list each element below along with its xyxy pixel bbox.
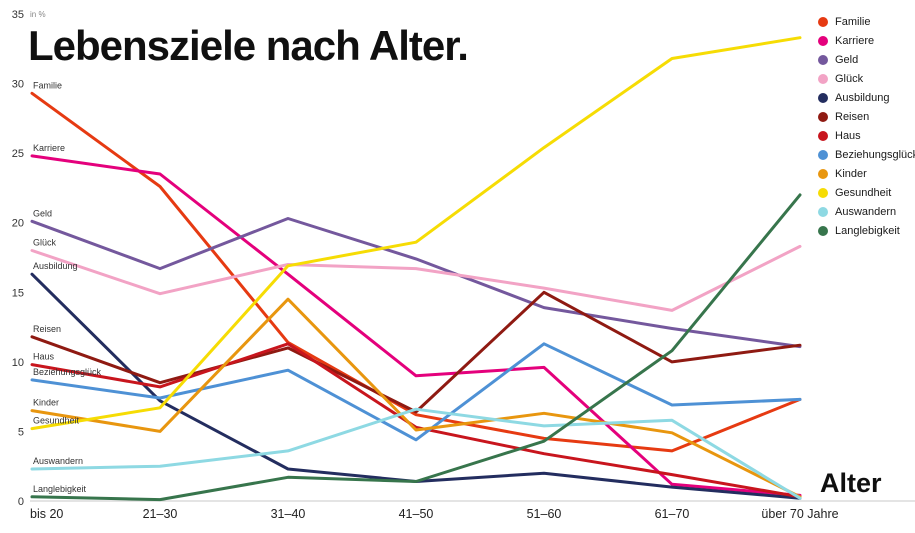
legend-item-haus: Haus — [818, 126, 915, 145]
x-tick-label: 41–50 — [399, 507, 434, 521]
y-tick-label: 30 — [12, 79, 24, 91]
series-line-reisen — [30, 290, 802, 414]
series-line-auswandern — [30, 407, 802, 500]
series-label-geld: Geld — [33, 208, 52, 218]
legend-item-reisen: Reisen — [818, 107, 915, 126]
series-label-haus: Haus — [33, 352, 55, 362]
legend-item-auswandern: Auswandern — [818, 202, 915, 221]
legend-item-glck: Glück — [818, 69, 915, 88]
legend-item-geld: Geld — [818, 50, 915, 69]
y-tick-label: 20 — [12, 218, 24, 230]
x-tick-label: bis 20 — [30, 507, 63, 521]
y-tick-label: 25 — [12, 148, 24, 160]
series-label-karriere: Karriere — [33, 143, 65, 153]
legend-label: Reisen — [835, 110, 870, 123]
series-label-reisen: Reisen — [33, 324, 61, 334]
legend-item-langlebigkeit: Langlebigkeit — [818, 221, 915, 240]
series-label-kinder: Kinder — [33, 398, 59, 408]
x-tick-label: 51–60 — [527, 507, 562, 521]
legend-dot — [818, 54, 828, 65]
legend-label: Kinder — [835, 167, 867, 180]
series-label-gesundheit: Gesundheit — [33, 416, 80, 426]
legend-dot — [818, 187, 828, 198]
legend-label: Auswandern — [835, 205, 897, 218]
y-tick-label: 35 — [12, 9, 24, 21]
legend-label: Haus — [835, 129, 861, 142]
series-line-haus — [30, 342, 802, 499]
y-tick-label: 5 — [18, 426, 24, 438]
series-line-karriere — [30, 154, 802, 497]
legend-dot — [818, 92, 828, 103]
legend-dot — [818, 16, 828, 27]
y-axis-unit: in % — [30, 10, 46, 19]
legend-dot — [818, 168, 828, 179]
legend-dot — [818, 111, 828, 122]
series-line-kinder — [30, 297, 802, 499]
legend-dot — [818, 73, 828, 84]
legend-label: Geld — [835, 53, 859, 66]
series-line-geld — [30, 217, 802, 349]
legend-label: Ausbildung — [835, 91, 890, 104]
legend-dot — [818, 130, 828, 141]
x-tick-label: 31–40 — [271, 507, 306, 521]
y-tick-label: 10 — [12, 357, 24, 369]
series-line-beziehungsglck — [30, 342, 802, 442]
series-label-ausbildung: Ausbildung — [33, 261, 78, 271]
legend-dot — [818, 206, 828, 217]
legend-item-beziehungsglck: Beziehungsglück — [818, 145, 915, 164]
series-line-glck — [30, 244, 802, 312]
series-label-glck: Glück — [33, 238, 57, 248]
series-label-beziehungsglck: Beziehungsglück — [33, 367, 102, 377]
legend-item-gesundheit: Gesundheit — [818, 183, 915, 202]
x-tick-label: über 70 Jahre — [761, 507, 838, 521]
series-line-langlebigkeit — [30, 193, 802, 502]
legend-item-karriere: Karriere — [818, 31, 915, 50]
legend-dot — [818, 35, 828, 46]
legend-label: Familie — [835, 15, 871, 28]
legend-label: Karriere — [835, 34, 875, 47]
y-tick-label: 0 — [18, 496, 24, 508]
x-tick-label: 61–70 — [655, 507, 690, 521]
series-label-langlebigkeit: Langlebigkeit — [33, 484, 87, 494]
legend-label: Langlebigkeit — [835, 224, 900, 237]
legend-item-kinder: Kinder — [818, 164, 915, 183]
chart-title: Lebensziele nach Alter. — [28, 22, 469, 69]
series-line-ausbildung — [30, 272, 802, 500]
series-label-auswandern: Auswandern — [33, 456, 83, 466]
series-label-familie: Familie — [33, 80, 62, 90]
x-tick-label: 21–30 — [143, 507, 178, 521]
legend: Familie Karriere Geld Glück Ausbildung Reisen… — [818, 12, 915, 240]
legend-item-familie: Familie — [818, 12, 915, 31]
legend-label: Glück — [835, 72, 864, 85]
legend-label: Beziehungsglück — [835, 148, 915, 161]
y-tick-label: 15 — [12, 287, 24, 299]
x-axis-title: Alter — [820, 468, 882, 498]
legend-item-ausbildung: Ausbildung — [818, 88, 915, 107]
series-line-familie — [30, 91, 802, 453]
series-line-gesundheit — [30, 36, 802, 431]
legend-dot — [818, 149, 828, 160]
legend-dot — [818, 225, 828, 236]
legend-label: Gesundheit — [835, 186, 892, 199]
